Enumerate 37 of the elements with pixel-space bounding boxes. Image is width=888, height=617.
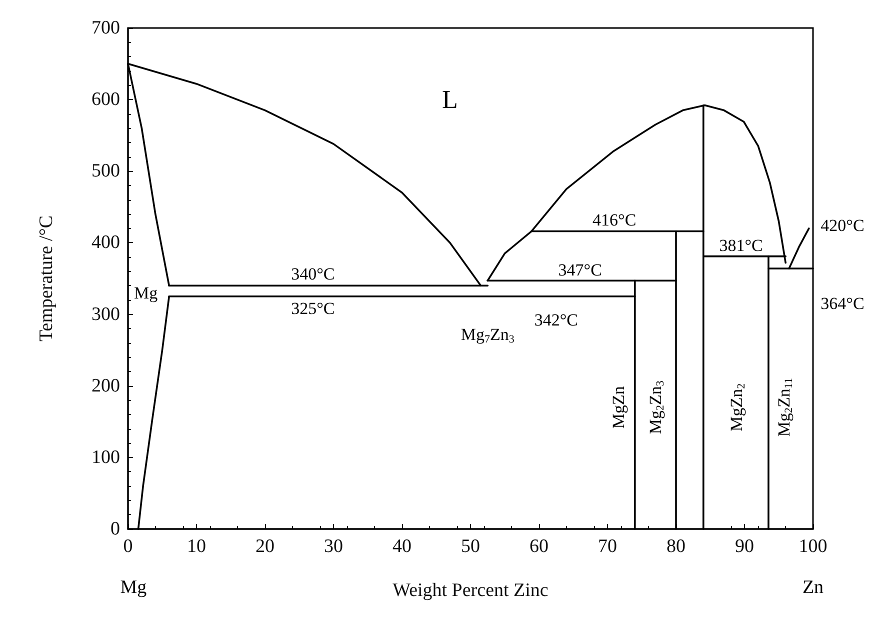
annotation: L bbox=[442, 85, 458, 114]
x-axis-title: Weight Percent Zinc bbox=[392, 580, 548, 601]
y-tick-label: 400 bbox=[92, 232, 120, 254]
text: 364°C bbox=[820, 294, 864, 314]
annotation: 342°C bbox=[534, 310, 578, 330]
x-tick-label: 90 bbox=[735, 536, 754, 557]
y-tick-label: 100 bbox=[92, 446, 120, 468]
y-tick-label: 700 bbox=[92, 18, 120, 38]
x-tick-label: 0 bbox=[123, 536, 133, 557]
annotation: 340°C bbox=[291, 264, 335, 284]
annotation: 347°C bbox=[558, 260, 602, 280]
x-tick-label: 10 bbox=[187, 536, 206, 557]
x-tick-label: 100 bbox=[798, 536, 828, 557]
x-tick-label: 80 bbox=[666, 536, 686, 557]
annotation: Mg2Zn11 bbox=[774, 378, 796, 437]
annotation: MgZn2 bbox=[726, 383, 748, 432]
y-tick-label: 0 bbox=[110, 518, 120, 540]
annotation: Mg bbox=[134, 283, 158, 302]
y-axis-title: Temperature /°C bbox=[36, 215, 57, 342]
annotation: 416°C bbox=[592, 210, 636, 230]
annotation: Mg2Zn3 bbox=[646, 380, 666, 434]
annotation: 381°C bbox=[719, 236, 763, 256]
annotation: 325°C bbox=[291, 299, 335, 318]
y-tick-label: 600 bbox=[92, 89, 120, 110]
x-tick-label: 60 bbox=[530, 536, 548, 557]
x-tick-label: 30 bbox=[324, 536, 343, 557]
x-tick-label: 20 bbox=[256, 536, 274, 557]
text: Mg bbox=[120, 577, 148, 598]
x-tick-label: 70 bbox=[598, 536, 617, 557]
y-tick-label: 200 bbox=[92, 375, 120, 396]
annotation: MgZn bbox=[608, 386, 628, 429]
text: 420°C bbox=[820, 216, 864, 236]
y-tick-label: 500 bbox=[92, 160, 120, 182]
x-tick-label: 40 bbox=[392, 536, 412, 557]
x-tick-label: 50 bbox=[461, 536, 480, 557]
y-tick-label: 300 bbox=[92, 304, 120, 325]
text: Zn bbox=[802, 577, 824, 598]
